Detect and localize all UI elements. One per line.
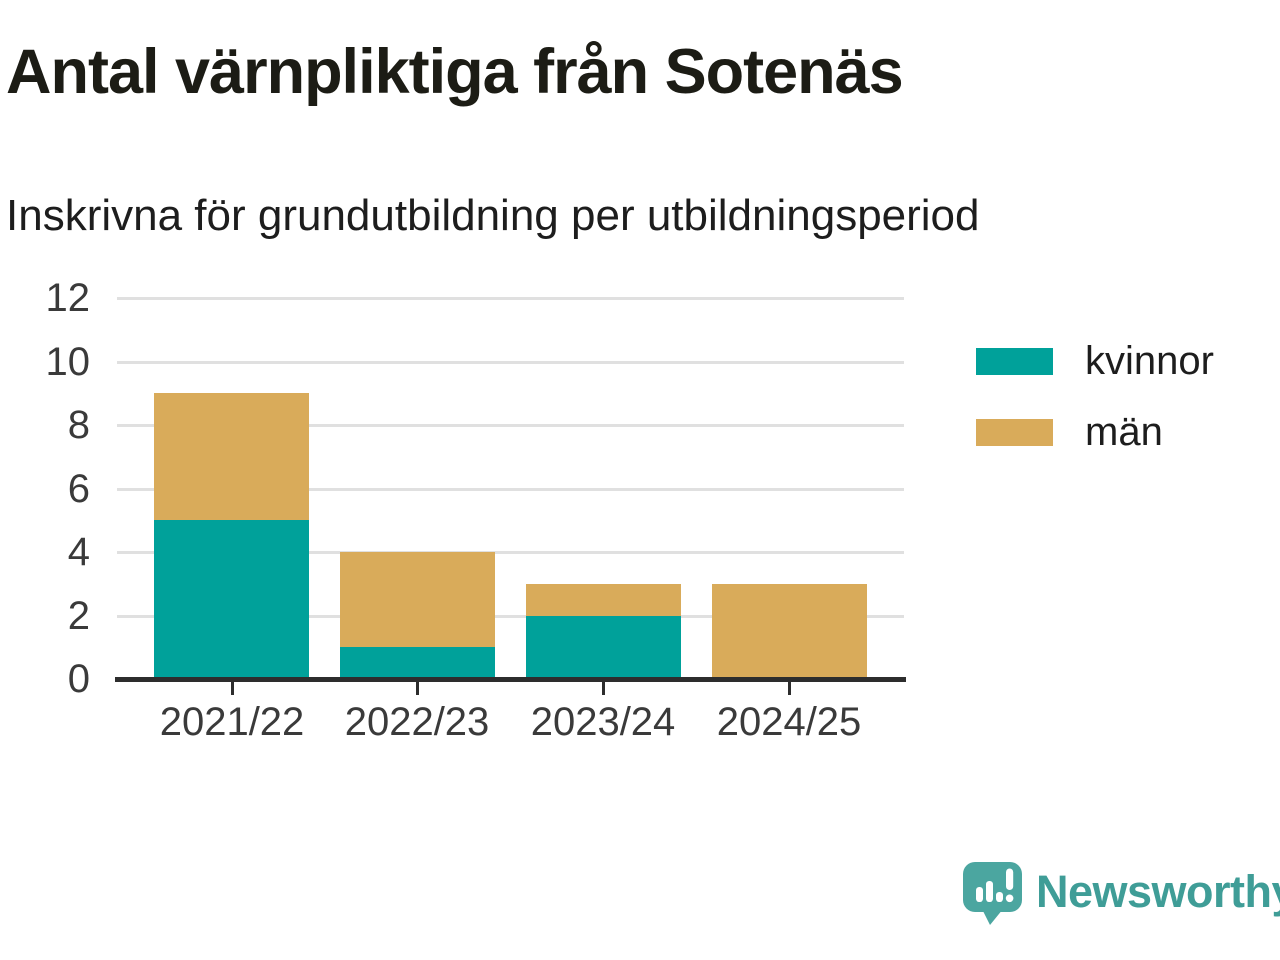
x-axis-tick (416, 681, 419, 695)
x-axis-line (115, 677, 906, 682)
gridline-y-8 (117, 424, 904, 427)
gridline-y-12 (117, 297, 904, 300)
gridline-y-10 (117, 361, 904, 364)
y-axis-tick-label: 4 (67, 530, 90, 574)
y-axis-tick-label: 0 (67, 657, 90, 701)
bar-2023-24-män (526, 584, 681, 616)
bar-2021-22-män (154, 393, 309, 520)
legend-label-män: män (1085, 410, 1163, 454)
newsworthy-logo-text: Newsworthy (1036, 866, 1280, 917)
gridline-y-6 (117, 488, 904, 491)
y-axis-tick-label: 8 (67, 403, 90, 447)
legend: kvinnor män (976, 341, 1214, 483)
bar-2022-23-män (340, 552, 495, 647)
x-axis-tick-label: 2023/24 (530, 700, 676, 744)
gridline-y-2 (117, 615, 904, 618)
bar-2021-22-kvinnor (154, 520, 309, 679)
legend-swatch-kvinnor (976, 347, 1053, 375)
x-axis-tick-label: 2022/23 (344, 700, 490, 744)
branding: Newsworthy (963, 862, 1280, 926)
legend-label-kvinnor: kvinnor (1085, 339, 1214, 383)
newsworthy-logo-icon (963, 862, 1022, 925)
gridline-y-4 (117, 551, 904, 554)
x-axis-tick (231, 681, 234, 695)
legend-item-kvinnor: kvinnor (976, 341, 1214, 381)
x-axis-tick-label: 2024/25 (716, 700, 862, 744)
legend-swatch-män (976, 418, 1053, 446)
y-axis-tick-label: 6 (67, 467, 90, 511)
x-axis-tick (602, 681, 605, 695)
legend-item-män: män (976, 412, 1214, 452)
y-axis-tick-label: 2 (67, 594, 90, 638)
bar-2023-24-kvinnor (526, 616, 681, 679)
y-axis-tick-label: 12 (45, 276, 91, 320)
bar-2024-25-män (712, 584, 867, 679)
x-axis-tick (788, 681, 791, 695)
y-axis-tick-label: 10 (45, 340, 91, 384)
chart-subtitle: Inskrivna för grundutbildning per utbild… (6, 191, 980, 240)
bar-2022-23-kvinnor (340, 647, 495, 679)
chart-title: Antal värnpliktiga från Sotenäs (6, 37, 904, 107)
x-axis-tick-label: 2021/22 (159, 700, 305, 744)
